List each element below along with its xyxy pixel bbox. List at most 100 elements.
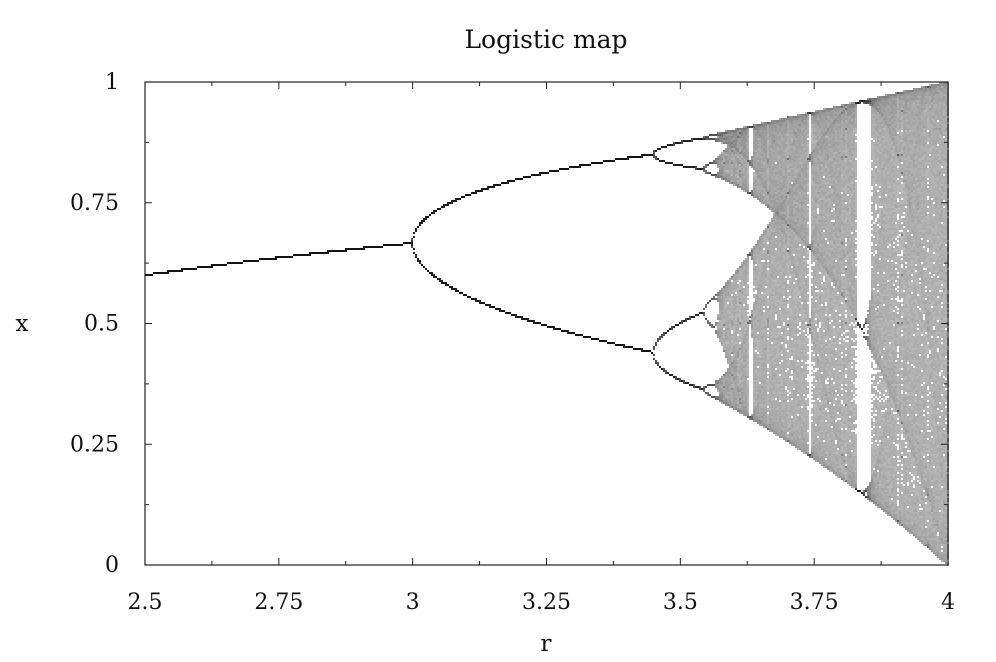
orbit-point — [767, 340, 769, 342]
orbit-point — [777, 284, 779, 286]
orbit-point — [759, 418, 761, 420]
orbit-point — [739, 174, 741, 176]
orbit-point — [415, 228, 417, 230]
orbit-point — [791, 308, 793, 310]
orbit-point — [761, 378, 763, 380]
orbit-point — [767, 244, 769, 246]
orbit-point — [739, 316, 741, 318]
orbit-point — [737, 274, 739, 276]
orbit-point — [771, 316, 773, 318]
orbit-point — [753, 320, 755, 322]
orbit-point — [605, 340, 607, 342]
orbit-point — [459, 292, 461, 294]
orbit-point — [739, 326, 741, 328]
orbit-point — [493, 306, 495, 308]
orbit-point — [757, 408, 759, 410]
orbit-point — [757, 356, 759, 358]
orbit-point — [765, 180, 767, 182]
orbit-point — [761, 366, 763, 368]
orbit-point — [513, 314, 515, 316]
orbit-point — [771, 350, 773, 352]
orbit-point — [329, 250, 331, 252]
orbit-point — [719, 384, 721, 386]
orbit-point — [729, 294, 731, 296]
orbit-point — [763, 146, 765, 148]
orbit-point — [767, 326, 769, 328]
orbit-point — [769, 384, 771, 386]
orbit-point — [737, 300, 739, 302]
orbit-point — [771, 378, 773, 380]
orbit-point — [729, 352, 731, 354]
orbit-point — [769, 346, 771, 348]
orbit-point — [745, 404, 747, 406]
orbit-point — [763, 302, 765, 304]
orbit-point — [781, 414, 783, 416]
orbit-point — [689, 384, 691, 386]
orbit-point — [779, 356, 781, 358]
orbit-point — [781, 308, 783, 310]
orbit-point — [779, 392, 781, 394]
orbit-point — [779, 246, 781, 248]
orbit-point — [777, 172, 779, 174]
orbit-point — [635, 156, 637, 158]
orbit-point — [763, 364, 765, 366]
orbit-point — [741, 378, 743, 380]
orbit-point — [765, 244, 767, 246]
orbit-point — [755, 184, 757, 186]
orbit-point — [739, 278, 741, 280]
orbit-point — [755, 332, 757, 334]
orbit-point — [763, 286, 765, 288]
orbit-point — [791, 138, 793, 140]
orbit-point — [693, 316, 695, 318]
orbit-point — [753, 274, 755, 276]
orbit-point — [793, 148, 795, 150]
orbit-point — [747, 404, 749, 406]
orbit-point — [747, 178, 749, 180]
orbit-point — [773, 370, 775, 372]
orbit-point — [775, 382, 777, 384]
orbit-point — [773, 210, 775, 212]
orbit-point — [729, 308, 731, 310]
orbit-point — [735, 346, 737, 348]
orbit-point — [777, 334, 779, 336]
orbit-point — [661, 336, 663, 338]
orbit-point — [397, 244, 399, 246]
orbit-point — [789, 382, 791, 384]
orbit-point — [765, 406, 767, 408]
orbit-point — [629, 156, 631, 158]
orbit-point — [507, 312, 509, 314]
orbit-point — [791, 210, 793, 212]
orbit-point — [721, 402, 723, 404]
orbit-point — [789, 390, 791, 392]
orbit-point — [759, 408, 761, 410]
orbit-point — [763, 378, 765, 380]
orbit-point — [773, 246, 775, 248]
orbit-point — [719, 154, 721, 156]
orbit-point — [721, 396, 723, 398]
orbit-point — [763, 400, 765, 402]
orbit-point — [791, 214, 793, 216]
orbit-point — [761, 284, 763, 286]
orbit-point — [731, 390, 733, 392]
orbit-point — [715, 160, 717, 162]
orbit-point — [785, 126, 787, 128]
orbit-point — [773, 144, 775, 146]
orbit-point — [789, 298, 791, 300]
orbit-point — [775, 168, 777, 170]
orbit-point — [497, 184, 499, 186]
orbit-point — [757, 136, 759, 138]
orbit-point — [747, 158, 749, 160]
orbit-point — [723, 346, 725, 348]
orbit-point — [773, 206, 775, 208]
orbit-point — [745, 272, 747, 274]
orbit-point — [683, 380, 685, 382]
orbit-point — [737, 362, 739, 364]
orbit-point — [729, 384, 731, 386]
orbit-point — [747, 176, 749, 178]
orbit-point — [725, 284, 727, 286]
orbit-point — [351, 248, 353, 250]
orbit-point — [743, 318, 745, 320]
orbit-point — [767, 350, 769, 352]
orbit-point — [733, 360, 735, 362]
orbit-point — [763, 168, 765, 170]
